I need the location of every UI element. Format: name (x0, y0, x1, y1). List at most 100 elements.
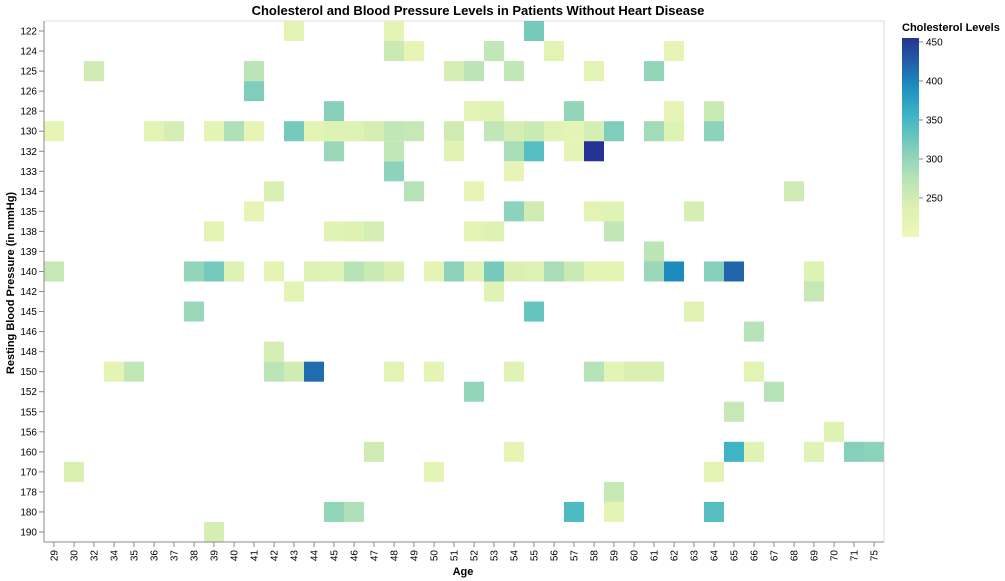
heatmap-cell (264, 181, 284, 202)
heatmap-cell (344, 121, 364, 142)
heatmap-cell (444, 141, 464, 162)
heatmap-cell (264, 261, 284, 282)
y-tick-label: 142 (20, 287, 37, 298)
heatmap-cell (564, 121, 584, 142)
heatmap-cell (224, 121, 244, 142)
x-tick-label: 61 (650, 550, 661, 562)
heatmap-cell (704, 121, 724, 142)
heatmap-cell (384, 161, 404, 182)
heatmap-cell (604, 121, 624, 142)
x-tick-label: 35 (130, 550, 141, 562)
heatmap-cell (444, 121, 464, 142)
y-tick-label: 146 (20, 327, 37, 338)
y-tick-label: 133 (20, 167, 37, 178)
heatmap-cell (284, 361, 304, 382)
x-tick-label: 62 (670, 550, 681, 562)
y-tick-label: 150 (20, 367, 37, 378)
heatmap-cell (304, 261, 324, 282)
heatmap-cell (624, 361, 644, 382)
heatmap-cell (104, 361, 124, 382)
heatmap-cell (64, 461, 84, 482)
heatmap-cell (424, 261, 444, 282)
legend-tick-label: 250 (926, 193, 943, 204)
legend-tick-label: 400 (926, 76, 943, 87)
heatmap-cell (264, 361, 284, 382)
heatmap-cell (644, 61, 664, 82)
heatmap-cell (804, 441, 824, 462)
heatmap-cell (524, 261, 544, 282)
heatmap-cell (324, 141, 344, 162)
heatmap-cell (704, 261, 724, 282)
heatmap-cell (384, 21, 404, 42)
legend-tick-label: 350 (926, 115, 943, 126)
heatmap-cell (324, 261, 344, 282)
x-tick-label: 66 (750, 550, 761, 562)
y-tick-label: 139 (20, 247, 37, 258)
y-tick-label: 178 (20, 487, 37, 498)
heatmap-cell (584, 261, 604, 282)
heatmap-cell (284, 21, 304, 42)
heatmap-cell (184, 261, 204, 282)
heatmap-cell (584, 61, 604, 82)
x-tick-label: 39 (210, 550, 221, 562)
heatmap-cell (504, 201, 524, 222)
heatmap-cell (744, 441, 764, 462)
heatmap-cell (564, 261, 584, 282)
heatmap-cell (324, 121, 344, 142)
heatmap-cell (644, 261, 664, 282)
color-legend: Cholesterol Levels 450 400 350 300 250 (902, 22, 1000, 237)
heatmap-cell (664, 261, 684, 282)
heatmap-cell (464, 381, 484, 402)
heatmap-cell (504, 161, 524, 182)
heatmap-cell (664, 101, 684, 122)
heatmap-cell (304, 121, 324, 142)
heatmap-cell (604, 261, 624, 282)
heatmap-cell (44, 121, 64, 142)
heatmap-cell (644, 121, 664, 142)
x-tick-label: 54 (510, 550, 521, 562)
heatmap-cell (164, 121, 184, 142)
heatmap-cell (384, 361, 404, 382)
heatmap-cell (464, 101, 484, 122)
chart-title: Cholesterol and Blood Pressure Levels in… (252, 3, 705, 18)
heatmap-cell (204, 261, 224, 282)
heatmap-cell (604, 501, 624, 522)
heatmap-cell (444, 261, 464, 282)
heatmap-cell (444, 61, 464, 82)
heatmap-cell (764, 381, 784, 402)
heatmap-cell (184, 301, 204, 322)
heatmap-cell (604, 481, 624, 502)
heatmap-cell (484, 221, 504, 242)
x-tick-label: 65 (730, 550, 741, 562)
x-tick-label: 40 (230, 550, 241, 562)
heatmap-cell (504, 361, 524, 382)
heatmap-cell (244, 201, 264, 222)
x-axis-title: Age (453, 566, 474, 578)
y-tick-label: 125 (20, 67, 37, 78)
heatmap-cell (524, 201, 544, 222)
heatmap-cell (724, 441, 744, 462)
heatmap-cell (644, 241, 664, 262)
x-tick-label: 29 (50, 550, 61, 562)
heatmap-cell (804, 281, 824, 302)
x-tick-label: 30 (70, 550, 81, 562)
heatmap-cell (204, 221, 224, 242)
heatmap-cell (604, 221, 624, 242)
heatmap-cell (504, 261, 524, 282)
heatmap-cell (584, 121, 604, 142)
y-tick-label: 128 (20, 107, 37, 118)
heatmap-cell (564, 101, 584, 122)
heatmap-cell (724, 401, 744, 422)
y-tick-label: 135 (20, 207, 37, 218)
heatmap-cell (524, 21, 544, 42)
heatmap-cell (284, 281, 304, 302)
heatmap-cell (484, 121, 504, 142)
heatmap-cell (464, 261, 484, 282)
heatmap-cell (364, 261, 384, 282)
heatmap-cell (824, 421, 844, 442)
y-tick-label: 145 (20, 307, 37, 318)
x-tick-label: 43 (290, 550, 301, 562)
y-tick-label: 140 (20, 267, 37, 278)
x-tick-label: 45 (330, 550, 341, 562)
legend-gradient-bar (902, 38, 919, 237)
